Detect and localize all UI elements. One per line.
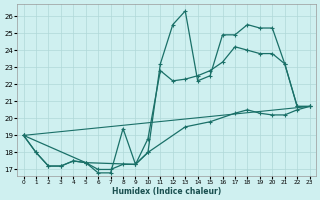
X-axis label: Humidex (Indice chaleur): Humidex (Indice chaleur)	[112, 187, 221, 196]
